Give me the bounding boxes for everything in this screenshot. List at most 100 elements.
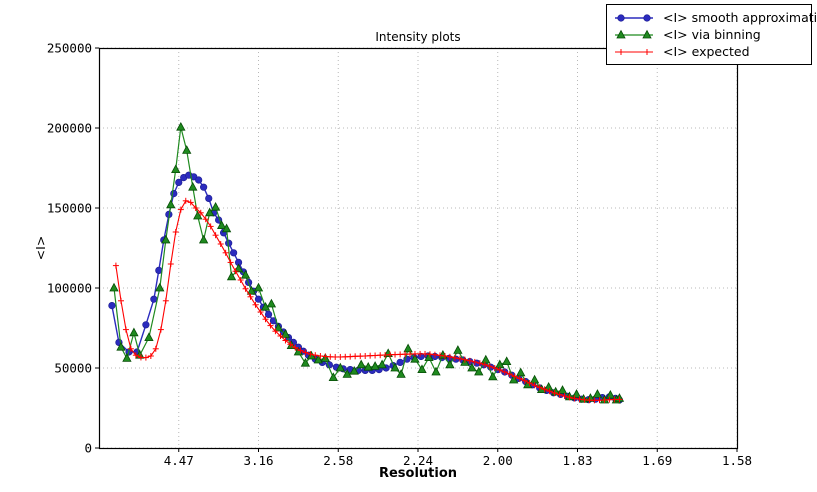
triangle-marker bbox=[410, 353, 420, 363]
triangle-marker bbox=[342, 369, 352, 378]
triangle-marker bbox=[129, 327, 139, 337]
circle-marker bbox=[230, 249, 238, 257]
triangle-marker bbox=[233, 263, 244, 273]
x-tick-label: 2.58 bbox=[323, 453, 353, 468]
y-tick-label: 50000 bbox=[54, 361, 92, 376]
x-tick-label: 4.47 bbox=[164, 453, 194, 468]
triangle-marker bbox=[266, 298, 277, 308]
x-tick-label: 2.00 bbox=[483, 453, 513, 468]
triangle-marker bbox=[488, 371, 498, 381]
triangle-marker bbox=[176, 121, 186, 131]
y-axis-title: <I> bbox=[32, 235, 48, 261]
triangle-marker bbox=[313, 354, 323, 364]
triangle-marker bbox=[144, 332, 154, 341]
legend-item: <I> smooth approximation bbox=[613, 9, 817, 26]
triangle-marker bbox=[467, 362, 477, 372]
triangle-marker bbox=[328, 372, 338, 381]
triangle-marker bbox=[363, 361, 373, 371]
circle-marker bbox=[617, 13, 625, 22]
triangle-marker bbox=[431, 366, 441, 376]
triangle-marker bbox=[335, 362, 345, 372]
triangle-marker bbox=[349, 365, 359, 375]
y-tick-label: 150000 bbox=[47, 201, 92, 216]
triangle-marker bbox=[226, 271, 237, 281]
x-tick-label: 2.24 bbox=[403, 453, 433, 468]
circle-marker bbox=[142, 321, 150, 329]
triangle-marker bbox=[300, 357, 311, 367]
series-triangle bbox=[109, 121, 625, 404]
circle-marker bbox=[396, 358, 404, 367]
triangle-marker bbox=[592, 389, 603, 398]
triangle-marker bbox=[605, 389, 616, 399]
triangle-marker bbox=[188, 181, 198, 191]
triangle-marker bbox=[116, 341, 126, 351]
triangle-marker bbox=[474, 366, 484, 376]
x-axis-title: Resolution bbox=[378, 466, 458, 481]
triangle-marker bbox=[198, 234, 209, 244]
legend-item: <I> via binning bbox=[613, 26, 805, 43]
circle-marker bbox=[254, 295, 263, 303]
x-tick-label: 3.16 bbox=[243, 453, 273, 468]
y-tick-label: 250000 bbox=[47, 41, 92, 56]
triangle-marker bbox=[246, 285, 257, 295]
triangle-marker bbox=[109, 282, 119, 292]
triangle-marker bbox=[557, 385, 568, 394]
legend-label: <I> smooth approximation bbox=[663, 10, 817, 25]
triangle-marker bbox=[481, 354, 491, 364]
triangle-marker bbox=[210, 201, 221, 211]
series-line bbox=[113, 127, 620, 401]
triangle-marker bbox=[166, 199, 176, 209]
triangle-marker bbox=[370, 361, 380, 370]
triangle-marker bbox=[390, 362, 400, 372]
legend-marker-plus bbox=[615, 48, 653, 55]
circle-marker bbox=[195, 176, 203, 184]
y-tick-label: 0 bbox=[84, 441, 92, 456]
legend-marker-circle bbox=[615, 13, 653, 22]
triangle-marker bbox=[403, 343, 413, 353]
y-tick-label: 200000 bbox=[47, 121, 92, 136]
legend-label: <I> expected bbox=[663, 44, 750, 59]
legend-marker-triangle bbox=[615, 29, 653, 38]
triangle-marker bbox=[417, 364, 427, 373]
circle-marker bbox=[200, 183, 208, 191]
triangle-marker bbox=[171, 164, 181, 173]
triangle-marker bbox=[377, 359, 387, 369]
x-tick-label: 1.69 bbox=[642, 453, 672, 468]
y-tick-label: 100000 bbox=[47, 281, 92, 296]
triangle-marker bbox=[453, 345, 463, 354]
circle-marker bbox=[417, 352, 425, 361]
series-plus bbox=[112, 197, 623, 404]
triangle-marker bbox=[616, 29, 626, 38]
triangle-marker bbox=[642, 29, 652, 38]
triangle-marker bbox=[182, 145, 192, 154]
triangle-marker bbox=[161, 234, 171, 244]
circle-marker bbox=[175, 178, 183, 186]
triangle-marker bbox=[585, 393, 596, 402]
x-tick-label: 1.83 bbox=[562, 453, 592, 468]
circle-marker bbox=[150, 295, 158, 303]
triangle-marker bbox=[221, 223, 232, 233]
legend-label: <I> via binning bbox=[663, 27, 761, 42]
triangle-marker bbox=[273, 322, 284, 332]
triangle-marker bbox=[543, 381, 554, 391]
triangle-marker bbox=[502, 356, 512, 365]
triangle-marker bbox=[253, 282, 264, 292]
triangle-marker bbox=[445, 359, 455, 369]
circle-marker bbox=[108, 302, 116, 310]
triangle-marker bbox=[516, 367, 526, 377]
legend: <I> smooth approximation <I> via binning <… bbox=[606, 4, 817, 65]
triangle-marker bbox=[509, 374, 519, 384]
triangle-marker bbox=[205, 207, 215, 217]
circle-marker bbox=[205, 194, 213, 202]
chart-title: Intensity plots bbox=[375, 30, 461, 44]
legend-item: <I> expected bbox=[613, 43, 805, 60]
triangle-marker bbox=[122, 353, 132, 362]
circle-marker bbox=[264, 310, 273, 319]
triangle-marker bbox=[529, 374, 540, 384]
triangle-marker bbox=[396, 369, 406, 378]
triangle-marker bbox=[356, 359, 366, 369]
triangle-marker bbox=[193, 210, 203, 220]
triangle-marker bbox=[240, 269, 251, 279]
